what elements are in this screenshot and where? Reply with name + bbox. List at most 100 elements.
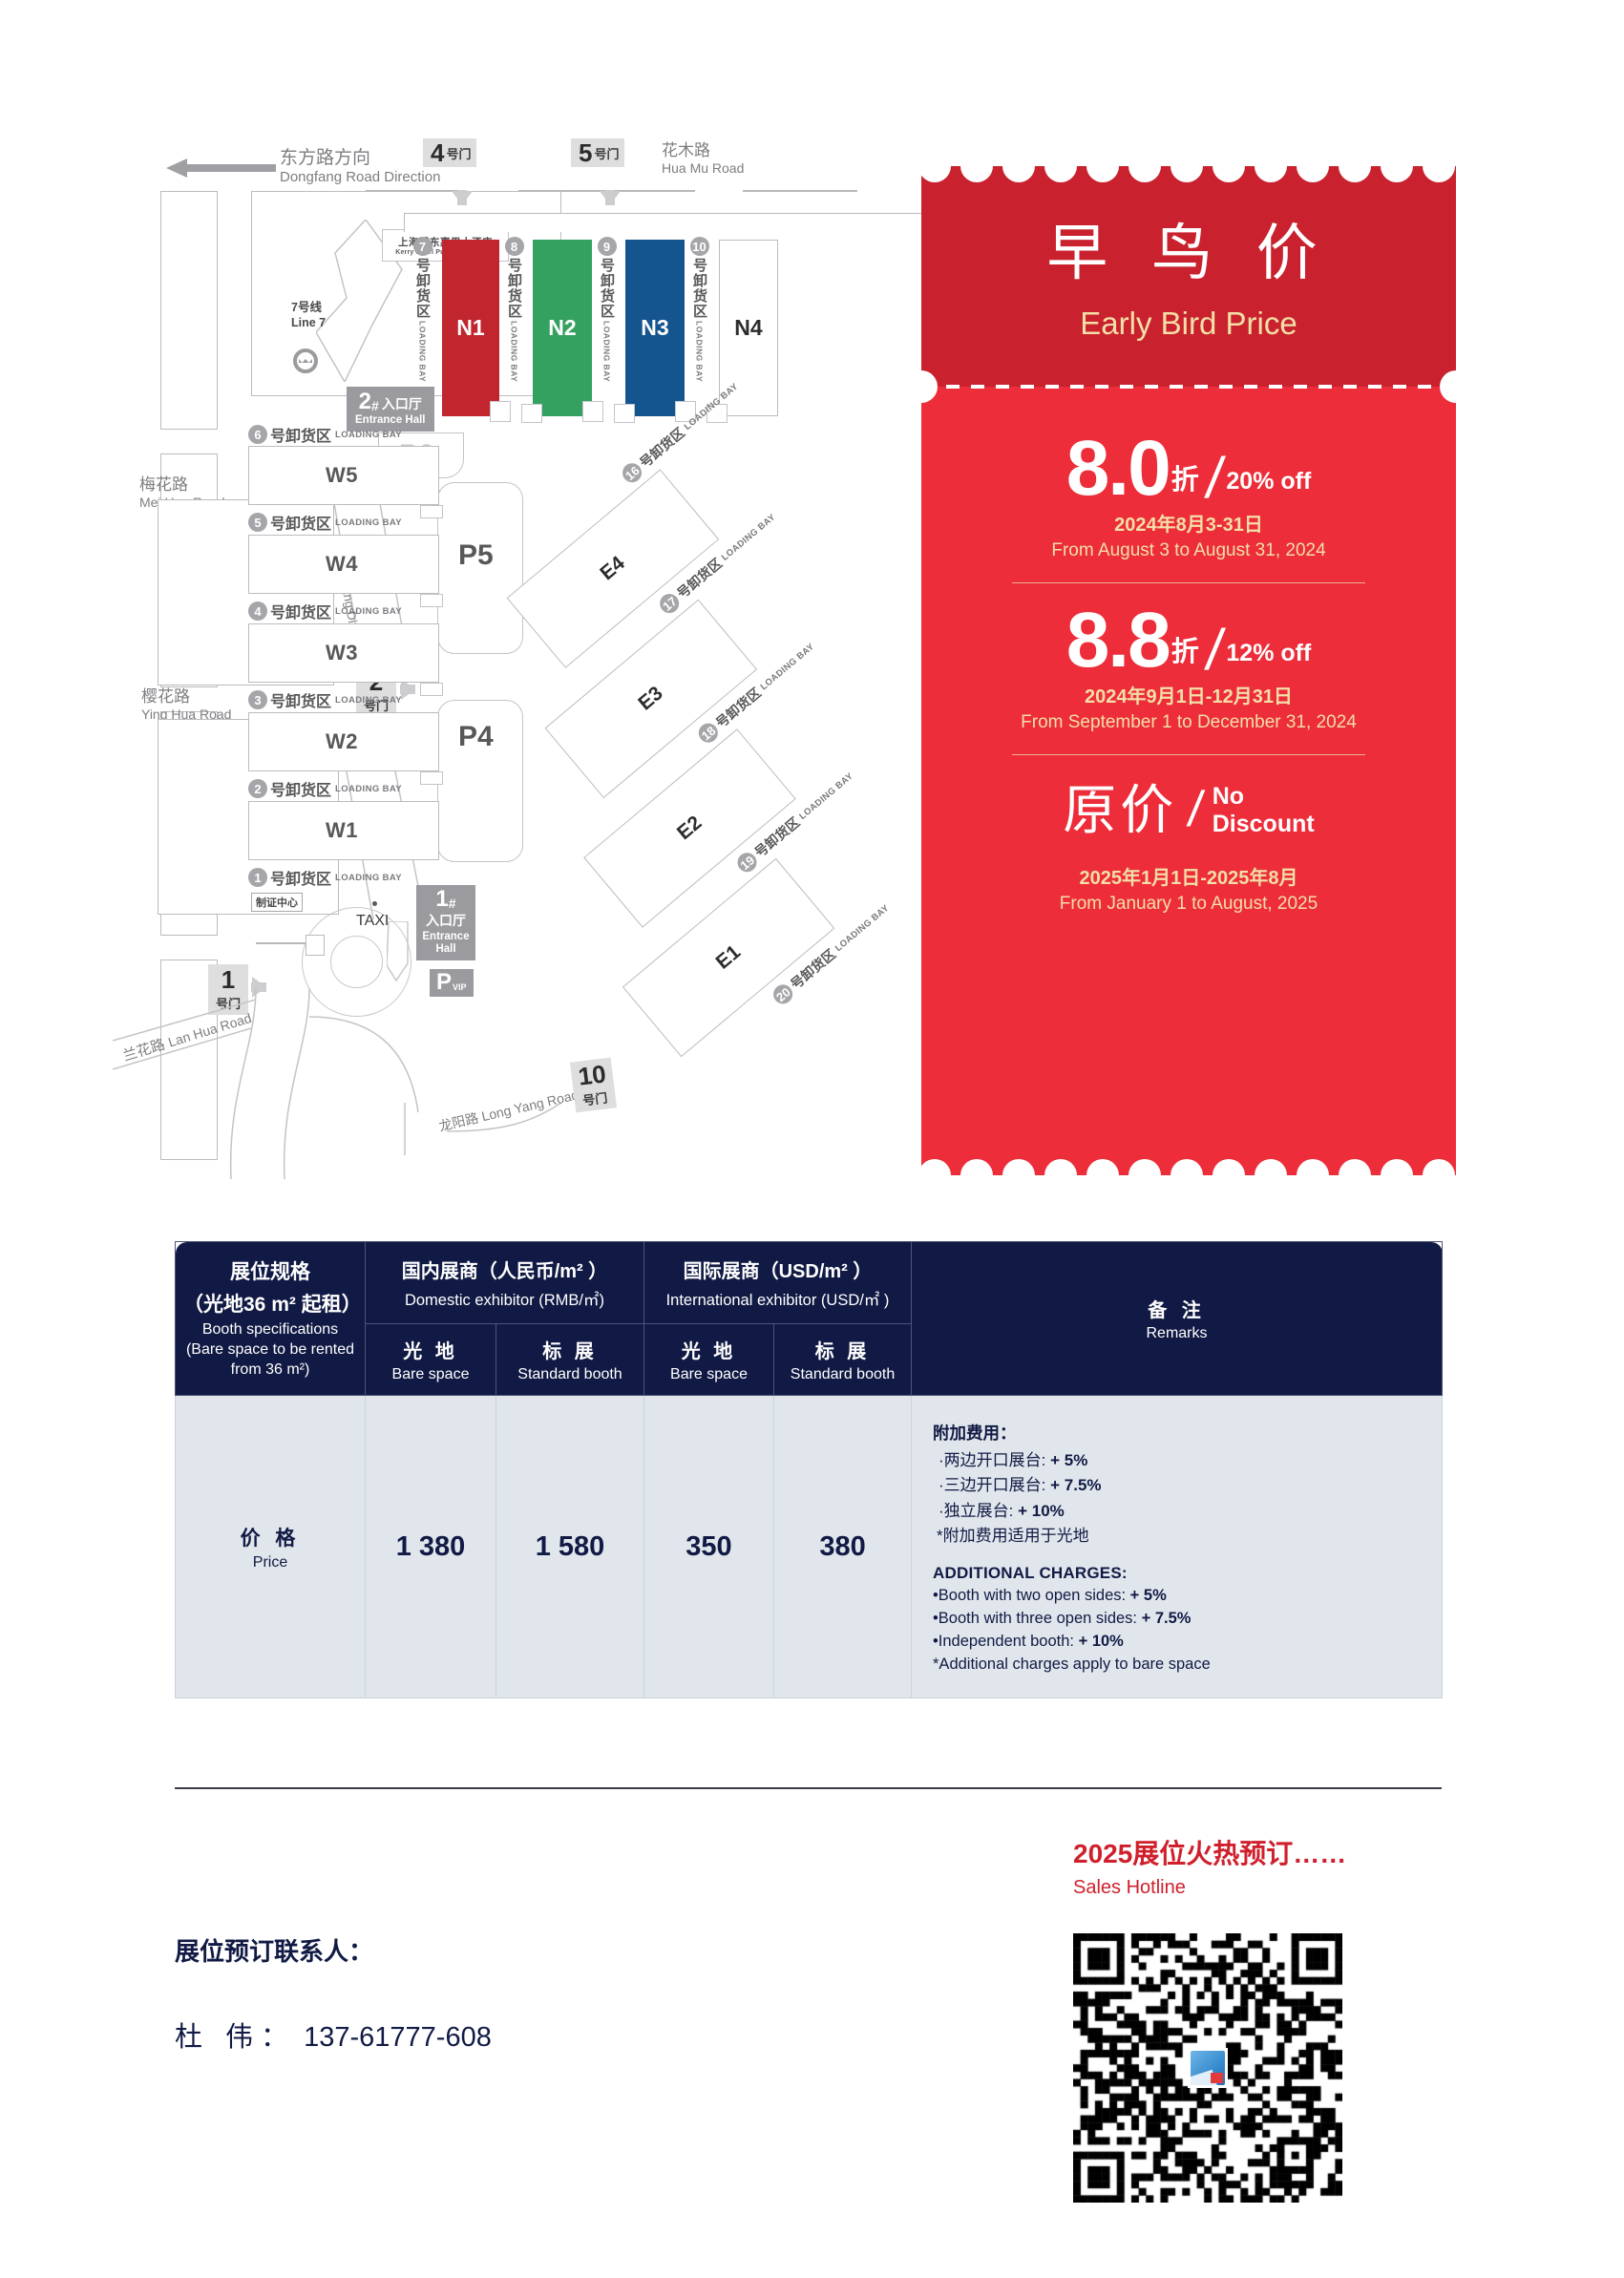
th-booth-specifications: 展位规格 （光地36 m² 起租） Booth specifications (… [175, 1241, 366, 1396]
gate-5-number: 5 [579, 138, 593, 167]
deal-2-dates: 2024年9月1日-12月31日 From September 1 to Dec… [921, 684, 1456, 736]
th-remarks: 备 注 Remarks [911, 1241, 1444, 1396]
th-spec-en-1: Booth specifications [201, 1321, 339, 1339]
loading-bay-5-en: LOADING BAY [335, 517, 403, 528]
table-row: 价 格 Price 1 380 1 580 350 380 附加费用： ·两边开… [175, 1394, 1444, 1699]
metro-line7-top-en: Line 7 [291, 315, 327, 329]
loading-bay-8-en: LOADING BAY [509, 321, 519, 383]
taxi-label: TAXI [356, 913, 390, 929]
original-date-cn: 2025年1月1日-2025年8月 [1079, 867, 1298, 889]
loading-bay-9-number: 9 [597, 237, 617, 256]
th-domestic-bare-en: Bare space [391, 1366, 470, 1382]
metro-line7-top-label: 7号线 Line 7 [291, 301, 326, 330]
hall-n3: N3 [625, 240, 685, 416]
remarks-cn-item-1-bold: + 5% [1050, 1451, 1088, 1469]
th-spec-en-3: from 36 m²) [230, 1360, 310, 1378]
th-international-bare-en: Bare space [670, 1366, 748, 1382]
loading-bay-17-en: LOADING BAY [719, 511, 778, 563]
deal-1-value: 8.0 [1065, 425, 1171, 512]
deal-early-bird-1: 8.0 折 / 20% off 2024年8月3-31日 From August… [921, 425, 1456, 564]
entrance-hall-1-number: 1 [435, 886, 449, 912]
parking-vip: P VIP [430, 969, 474, 998]
remarks-cn-item-1-text: ·两边开口展台: [939, 1451, 1051, 1469]
parking-vip-sub: VIP [453, 982, 467, 993]
th-international-bare-cn: 光 地 [681, 1341, 737, 1362]
contact-person-name: 杜 伟： [175, 2022, 297, 2053]
qr-code-logo [1188, 2048, 1228, 2088]
deal-2-off: 12% off [1226, 640, 1312, 667]
th-domestic-standard-en: Standard booth [517, 1366, 622, 1382]
entrance-hall-1-cn: 入口厅 [426, 912, 466, 928]
th-domestic-bare-cn: 光 地 [403, 1341, 458, 1362]
dock-n3a [614, 404, 635, 423]
map-roads-bottom [229, 988, 561, 1179]
remarks-cn-item-2: ·三边开口展台: + 7.5% [939, 1473, 1424, 1498]
map-block-left-1 [160, 191, 218, 430]
loading-bay-3-en: LOADING BAY [335, 694, 403, 706]
hall-w4: W4 [248, 535, 439, 594]
remarks-spacer [933, 1549, 1424, 1564]
remarks-en-item-1-bold: + 5% [1129, 1587, 1167, 1605]
loading-bay-8-cn: 号卸货区 [506, 258, 522, 319]
parking-vip-p: P [436, 969, 453, 995]
hall-w2: W2 [248, 712, 439, 771]
hall-n2-label: N2 [548, 315, 577, 340]
roundabout-inner [330, 936, 383, 988]
road-hua-mu-en: Hua Mu Road [662, 160, 745, 176]
deal-1-date-cn: 2024年8月3-31日 [1114, 515, 1263, 537]
th-spec-cn-1: 展位规格 [230, 1261, 310, 1284]
table-header-row-2: 光 地 Bare space 标 展 Standard booth 光 地 Ba… [176, 1323, 1443, 1396]
hall-n4: N4 [719, 240, 778, 416]
remarks-en-item-2: •Booth with three open sides: + 7.5% [933, 1608, 1424, 1631]
th-spec-cn-2: （光地36 m² 起租） [183, 1294, 362, 1317]
gate-1-label: 号门 [216, 997, 242, 1011]
dock-n2b [582, 401, 603, 422]
th-international-standard: 标 展 Standard booth [772, 1323, 913, 1396]
td-domestic-bare-price: 1 380 [365, 1394, 496, 1699]
loading-bay-6-cn: 号卸货区 [270, 429, 332, 445]
loading-bay-10-cn: 号卸货区 [691, 258, 707, 319]
entrance-hall-2-en: Entrance Hall [355, 413, 426, 426]
entrance-hall-1-en: Entrance Hall [422, 930, 470, 956]
hall-n3-label: N3 [641, 315, 669, 340]
coupon-notch-left [905, 370, 938, 403]
loading-bay-3-cn: 号卸货区 [270, 694, 332, 710]
loading-bay-9-en: LOADING BAY [601, 321, 612, 383]
parking-p5-shape [437, 482, 523, 654]
th-group-domestic: 国内展商（人民币/m² ） Domestic exhibitor (RMB/㎡) [365, 1241, 644, 1324]
loading-bay-2-cn: 号卸货区 [270, 783, 332, 799]
remarks-en-item-1-text: •Booth with two open sides: [933, 1587, 1130, 1605]
td-domestic-standard-price: 1 580 [496, 1394, 644, 1699]
loading-bay-2-number: 2 [248, 779, 267, 798]
hall-w2-label: W2 [326, 729, 358, 753]
loading-bay-9: 9 号卸货区 LOADING BAY [597, 237, 617, 382]
deal-1-slash-icon: / [1202, 446, 1228, 511]
gate-1-number: 1 [221, 965, 236, 994]
loading-bay-4-cn: 号卸货区 [270, 605, 332, 622]
loading-bay-6-number: 6 [248, 425, 267, 444]
dock-w3 [420, 683, 443, 696]
deal-2-date-en: From September 1 to December 31, 2024 [1021, 712, 1357, 733]
remarks-cn-note: *附加费用适用于光地 [937, 1527, 1089, 1546]
th-domestic-bare: 光 地 Bare space [365, 1323, 496, 1396]
qr-code-logo-glyph [1191, 2051, 1225, 2085]
th-international-standard-en: Standard booth [790, 1366, 896, 1382]
direction-note: 东方路方向 Dongfang Road Direction [280, 143, 440, 185]
direction-arrow-icon [166, 158, 276, 178]
original-slash-icon: / [1185, 782, 1207, 838]
gate-10-number: 10 [577, 1059, 608, 1091]
loading-bay-6: 6 号卸货区 LOADING BAY [248, 423, 402, 446]
gate-5: 5 号门 [571, 138, 625, 167]
hall-e1-label: E1 [711, 940, 746, 974]
road-lan-hua-lines [113, 999, 257, 1070]
gate-4-number: 4 [431, 138, 445, 167]
qr-code[interactable] [1073, 1933, 1342, 2203]
loading-bay-4-number: 4 [248, 601, 267, 621]
coupon-dashed-divider [921, 385, 1456, 389]
th-group-international: 国际展商（USD/m² ） International exhibitor (U… [643, 1241, 913, 1324]
entrance-hall-2-cn: 入口厅 [381, 395, 422, 411]
dock-n1 [490, 401, 511, 422]
hall-n4-label: N4 [734, 315, 763, 340]
price-table: 展位规格 （光地36 m² 起租） Booth specifications (… [175, 1241, 1444, 1699]
entrance-hall-2: 2 # 入口厅 Entrance Hall [347, 387, 434, 432]
